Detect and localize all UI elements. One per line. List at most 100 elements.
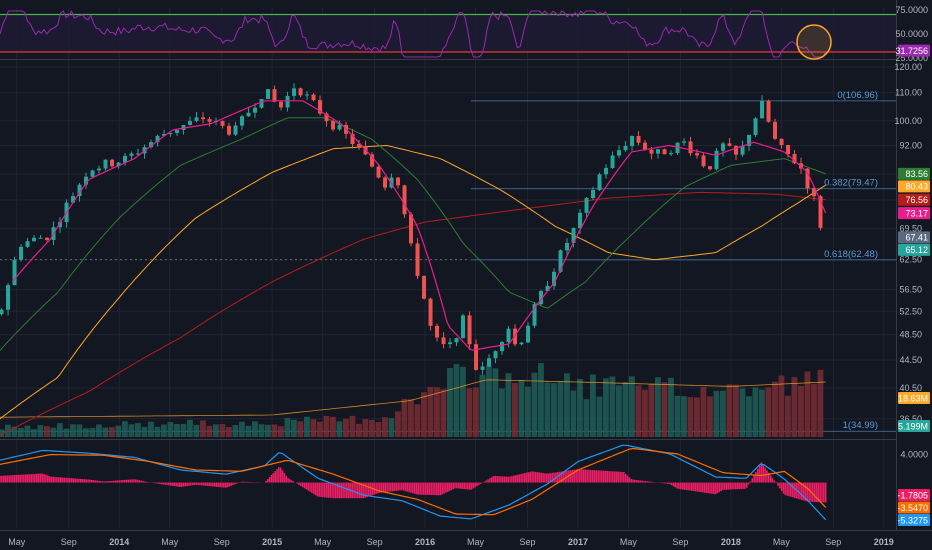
candle-body-73: [474, 344, 479, 370]
volume-bar-16: [102, 427, 109, 437]
candle-body-81: [526, 325, 531, 343]
volume-bar-32: [206, 425, 213, 437]
rsi-tick-2: 25.0000: [895, 53, 928, 63]
time-axis[interactable]: May Sep 2014 May Sep 2015 May Sep 2016 May Sep 2017…: [8, 537, 893, 547]
candlesticks: [0, 83, 823, 375]
macd-histogram: [0, 462, 827, 503]
time-tick-14: 2018: [721, 537, 741, 547]
candle-body-108: [701, 155, 706, 167]
candle-body-14: [90, 170, 95, 177]
rsi-panel[interactable]: [0, 10, 932, 60]
time-tick-17: 2019: [874, 537, 894, 547]
volume-bar-120: [778, 375, 785, 437]
candle-body-43: [279, 101, 284, 108]
volume-bar-18: [115, 425, 122, 437]
candle-body-113: [734, 145, 739, 155]
volume-bar-94: [609, 376, 616, 437]
volume-bar-63: [408, 399, 414, 437]
price-badge-5: 65.12: [905, 245, 928, 255]
volume-bar-112: [726, 384, 733, 437]
volume-bar-110: [713, 390, 720, 437]
candle-body-31: [201, 117, 206, 120]
volume-bar-123: [798, 385, 804, 437]
candle-body-36: [233, 125, 238, 135]
candle-body-76: [493, 351, 498, 359]
volume-bar-106: [687, 397, 694, 437]
candle-body-109: [708, 166, 713, 170]
candle-body-46: [298, 88, 303, 96]
time-tick-10: Sep: [520, 537, 536, 547]
volume-bar-10: [63, 428, 70, 437]
candle-body-85: [552, 271, 557, 286]
candle-body-105: [682, 141, 687, 143]
volume-bar-52: [336, 421, 343, 437]
volume-bar-14: [89, 427, 96, 437]
volume-bar-121: [785, 395, 791, 437]
volume-bar-83: [538, 363, 544, 437]
volume-bar-65: [421, 392, 427, 437]
volume-bar-108: [700, 386, 707, 437]
candle-body-5: [32, 237, 37, 242]
time-tick-1: Sep: [61, 537, 77, 547]
signal-line: [0, 447, 827, 516]
candle-body-64: [415, 243, 420, 276]
volume-bar-122: [791, 377, 798, 437]
time-tick-12: May: [620, 537, 638, 547]
candle-body-91: [591, 190, 596, 199]
candle-body-24: [155, 135, 160, 143]
volume-bar-95: [616, 385, 622, 437]
candle-body-58: [376, 166, 381, 178]
volume-bar-116: [752, 387, 759, 437]
volume-bar-105: [681, 396, 687, 437]
volume-bar-92: [596, 396, 603, 437]
candle-body-2: [12, 259, 17, 286]
candle-body-23: [149, 142, 154, 148]
candle-body-38: [246, 112, 251, 117]
volume-bar-53: [343, 418, 349, 437]
volume-bar-27: [174, 424, 180, 437]
volume-bar-80: [518, 379, 525, 437]
volume-bar-88: [570, 390, 577, 437]
candle-body-12: [77, 184, 82, 197]
volume-bar-119: [772, 381, 778, 437]
volume-bar-21: [135, 423, 141, 437]
candle-body-106: [688, 141, 693, 154]
price-panel[interactable]: 0(106.96) 0.382(79.47) 0.618(62.48) 1(34.99…: [0, 83, 896, 437]
volume-bar-85: [551, 383, 557, 437]
candle-body-99: [643, 142, 648, 150]
candle-body-59: [383, 177, 388, 188]
volume-bar-28: [180, 424, 187, 437]
price-badge-4: 67.41: [905, 233, 928, 243]
candle-body-65: [422, 275, 427, 299]
candle-body-87: [565, 242, 570, 251]
candle-body-30: [194, 117, 199, 121]
volume-bar-113: [733, 384, 739, 437]
volume-bar-55: [356, 423, 362, 437]
macd-badge-2: -5.3275: [897, 515, 928, 525]
rsi-value-badge: 31.7256: [895, 46, 928, 56]
volume-bar-2: [11, 426, 18, 437]
volume-bar-36: [232, 425, 239, 437]
candle-body-70: [454, 338, 459, 343]
candle-body-1: [6, 285, 11, 310]
macd-panel[interactable]: [0, 444, 827, 521]
time-tick-16: Sep: [825, 537, 841, 547]
candle-body-69: [448, 342, 453, 345]
time-tick-11: 2017: [568, 537, 588, 547]
candle-body-71: [461, 315, 466, 339]
volume-bar-102: [661, 382, 668, 437]
candle-body-61: [396, 177, 401, 186]
candle-body-13: [84, 176, 89, 185]
candle-body-78: [506, 328, 511, 343]
candle-body-44: [285, 95, 290, 108]
candle-body-32: [207, 119, 212, 122]
price-badge-3-bg: [898, 207, 930, 220]
volume-bar-6: [37, 425, 44, 437]
time-tick-5: 2015: [262, 537, 282, 547]
candle-body-60: [389, 177, 394, 188]
volume-bar-91: [590, 374, 596, 437]
volume-bar-19: [122, 421, 128, 437]
volume-bar-114: [739, 388, 746, 437]
